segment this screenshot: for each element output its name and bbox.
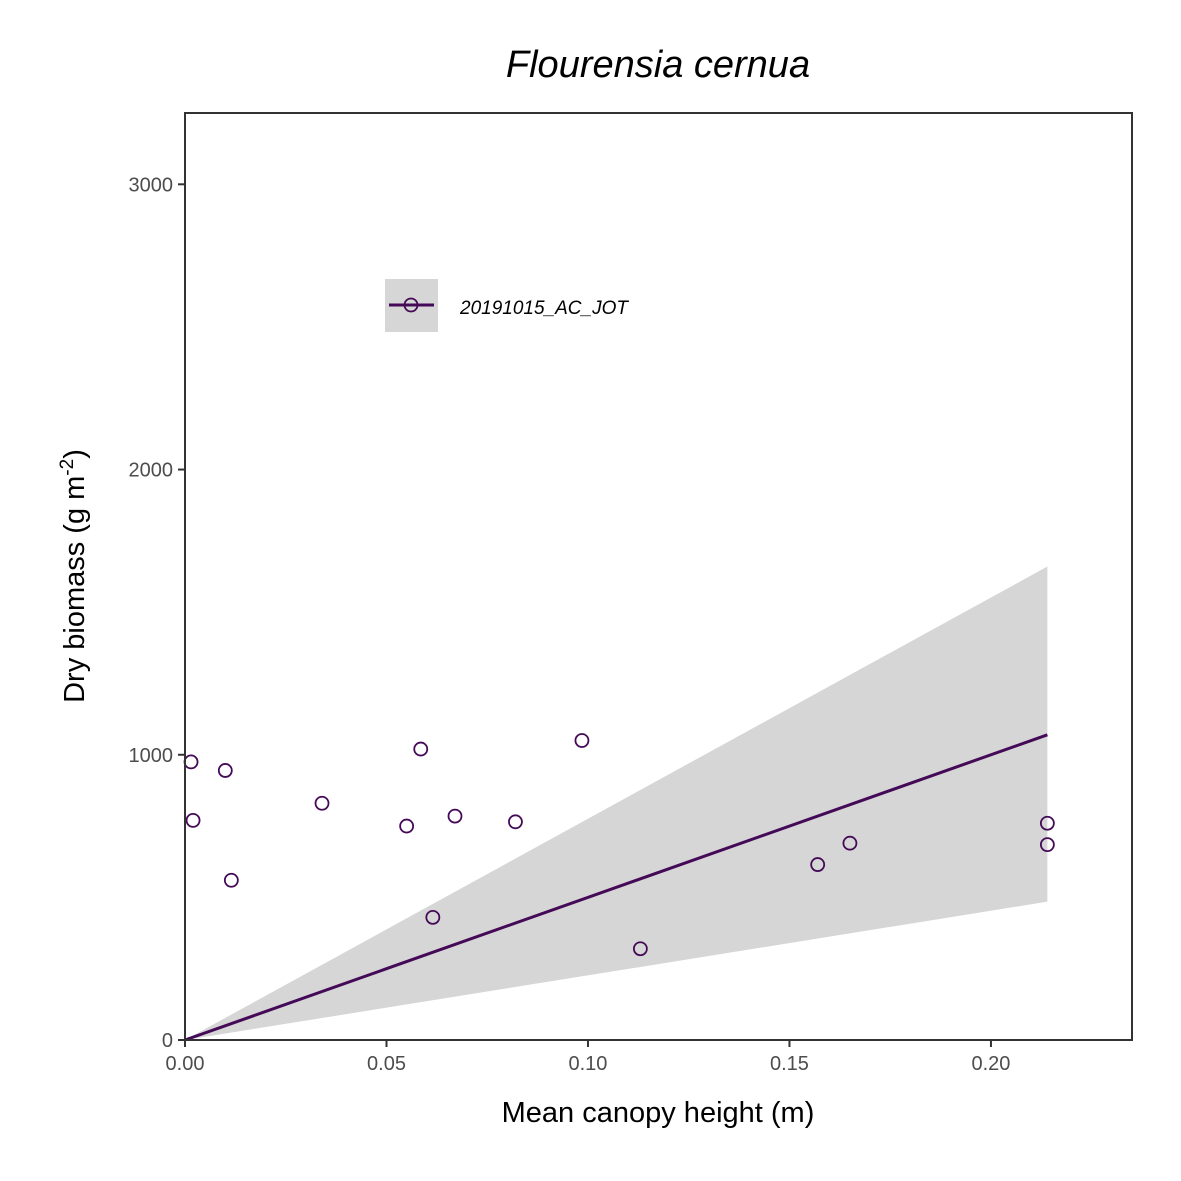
fit-line xyxy=(184,733,1048,1042)
data-point xyxy=(447,808,463,824)
data-point xyxy=(1039,815,1055,831)
y-axis-title-main: Dry biomass (g m xyxy=(59,476,91,703)
fit-line-layer xyxy=(184,733,1048,1042)
chart-title: Flourensia cernua xyxy=(506,44,810,86)
data-point xyxy=(425,909,441,925)
data-point xyxy=(508,814,523,830)
data-point xyxy=(399,818,415,834)
y-axis-title-superscript: -2 xyxy=(57,459,78,476)
x-axis: 0.00 0.05 0.10 0.15 0.20 xyxy=(166,1040,1010,1075)
y-axis-title-close: ) xyxy=(59,449,91,459)
confidence-ribbon-layer xyxy=(185,566,1048,1040)
legend: 20191015_AC_JOT xyxy=(385,279,629,332)
x-tick-label: 0.05 xyxy=(367,1053,406,1075)
confidence-ribbon xyxy=(185,566,1048,1040)
data-point xyxy=(185,812,201,828)
data-point xyxy=(1039,837,1055,853)
x-tick-label: 0.10 xyxy=(569,1053,608,1075)
y-axis: 0 1000 2000 3000 xyxy=(129,174,185,1052)
y-axis-title: Dry biomass (g m-2) xyxy=(57,449,91,703)
x-tick-label: 0.00 xyxy=(166,1053,205,1075)
data-point xyxy=(574,733,590,748)
data-point xyxy=(810,857,826,872)
x-tick-label: 0.20 xyxy=(971,1053,1010,1075)
legend-label: 20191015_AC_JOT xyxy=(459,298,629,319)
data-point xyxy=(217,763,233,778)
data-point xyxy=(632,941,648,957)
y-tick-label: 2000 xyxy=(129,460,174,482)
x-tick-label: 0.15 xyxy=(770,1053,809,1075)
data-point xyxy=(223,872,239,888)
y-tick-label: 1000 xyxy=(129,745,174,767)
plot-panel-border xyxy=(184,112,1133,1041)
data-point xyxy=(314,795,330,811)
data-point xyxy=(413,741,429,757)
data-points-layer xyxy=(183,733,1055,957)
legend-key-point xyxy=(403,297,419,313)
data-point xyxy=(842,835,858,851)
x-axis-title: Mean canopy height (m) xyxy=(502,1097,815,1129)
y-tick-label: 3000 xyxy=(129,174,174,196)
y-tick-label: 0 xyxy=(162,1030,173,1052)
